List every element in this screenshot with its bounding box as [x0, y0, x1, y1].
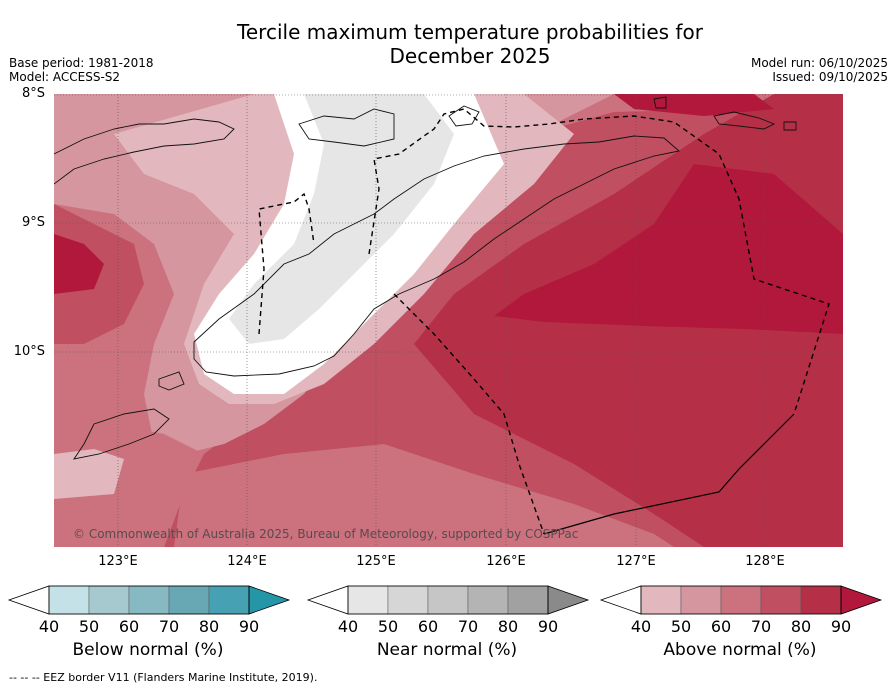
- legend-title-above: Above normal (%): [663, 640, 817, 660]
- rote-coastline: [158, 371, 185, 391]
- base-period: Base period: 1981-2018: [9, 56, 154, 70]
- legend-tick-label: 70: [159, 617, 179, 636]
- zone-grey-core: [229, 94, 454, 344]
- copyright-notice: © Commonwealth of Australia 2025, Bureau…: [73, 527, 579, 541]
- meta-right: Model run: 06/10/2025 Issued: 09/10/2025: [751, 56, 888, 84]
- legend-segment: [507, 585, 549, 615]
- legend-segment: [48, 585, 90, 615]
- legend-segment: [467, 585, 509, 615]
- legend-tick-label: 80: [199, 617, 219, 636]
- eez-border: [258, 108, 830, 535]
- legend-tick-label: 40: [39, 617, 59, 636]
- legend-tick-label: 80: [791, 617, 811, 636]
- lon-label-126e: 126°E: [486, 554, 526, 569]
- lon-label-125e: 125°E: [356, 554, 396, 569]
- legend-outline: [347, 585, 549, 615]
- coastlines: [54, 96, 797, 460]
- zone-ab90-west-blob: [54, 234, 104, 294]
- chart-title: Tercile maximum temperature probabilitie…: [0, 20, 896, 68]
- eez-line-central: [368, 108, 830, 415]
- legend-segment: [760, 585, 802, 615]
- legend-title-near: Near normal (%): [376, 640, 518, 660]
- zone-ab40-southwest: [54, 449, 124, 499]
- eez-solid-south: [543, 413, 795, 535]
- legend-segment: [800, 585, 842, 615]
- legend-segment: [427, 585, 469, 615]
- title-line-2: December 2025: [389, 44, 551, 68]
- legend-segment: [208, 585, 250, 615]
- legend-tick-label: 90: [538, 617, 558, 636]
- lon-label-128e: 128°E: [745, 554, 785, 569]
- probability-map: [54, 94, 843, 547]
- issued-date: Issued: 09/10/2025: [772, 70, 888, 84]
- legend-tick-label: 90: [831, 617, 851, 636]
- legend-tick-label: 50: [671, 617, 691, 636]
- lon-label-127e: 127°E: [616, 554, 656, 569]
- small-island-3: [783, 121, 797, 131]
- meta-left: Base period: 1981-2018 Model: ACCESS-S2: [9, 56, 154, 84]
- small-island-2: [653, 96, 667, 109]
- lon-label-124e: 124°E: [227, 554, 267, 569]
- flores-east-coastline: [54, 118, 235, 185]
- legend-tick-label: 40: [631, 617, 651, 636]
- legend-tick-label: 50: [378, 617, 398, 636]
- legend-tick-label: 50: [79, 617, 99, 636]
- legend-title-below: Below normal (%): [72, 640, 224, 660]
- lat-label-10s: 10°S: [13, 344, 45, 359]
- legend-tick-label: 60: [418, 617, 438, 636]
- semau-coastline: [73, 408, 170, 460]
- legend-tick-label: 60: [711, 617, 731, 636]
- legend-arrow-left: [599, 585, 642, 615]
- timor-coastline: [193, 135, 680, 377]
- legend-segment: [680, 585, 722, 615]
- zone-ab90-east: [494, 164, 843, 334]
- eez-footnote: -- -- -- EEZ border V11 (Flanders Marine…: [9, 671, 318, 684]
- legend-arrow-right: [248, 585, 291, 615]
- legend-arrow-left: [7, 585, 50, 615]
- legend-outline: [48, 585, 250, 615]
- legend-outline: [640, 585, 842, 615]
- legend-segment: [88, 585, 130, 615]
- legend-segment: [128, 585, 170, 615]
- legend-segment: [720, 585, 762, 615]
- model-name: Model: ACCESS-S2: [9, 70, 121, 84]
- legend-segment: [387, 585, 429, 615]
- zone-ab60-southwest: [54, 414, 204, 547]
- map-svg: [54, 94, 843, 547]
- alor-coastline: [298, 108, 395, 147]
- legend-segment: [168, 585, 210, 615]
- zone-ab60-south: [174, 444, 674, 547]
- title-line-1: Tercile maximum temperature probabilitie…: [237, 20, 703, 44]
- lon-label-123e: 123°E: [98, 554, 138, 569]
- legend-arrow-right: [840, 585, 883, 615]
- legend-arrow-left: [306, 585, 349, 615]
- legend-tick-label: 70: [751, 617, 771, 636]
- legend-arrow-right: [547, 585, 590, 615]
- legend-above-normal: 40 50 60 70 80 90: [599, 585, 883, 636]
- model-run: Model run: 06/10/2025: [750, 56, 888, 70]
- legend-tick-label: 80: [498, 617, 518, 636]
- eez-line-west: [258, 192, 315, 335]
- lat-label-9s: 9°S: [21, 215, 45, 230]
- legend-segment: [640, 585, 682, 615]
- legend-tick-label: 60: [119, 617, 139, 636]
- lat-label-8s: 8°S: [21, 86, 45, 101]
- legend-near-normal: 40 50 60 70 80 90: [306, 585, 590, 636]
- legend-below-normal: 40 50 60 70 80 90: [7, 585, 291, 636]
- small-island-1: [713, 111, 776, 130]
- legend-tick-label: 70: [458, 617, 478, 636]
- legend-bars: 40 50 60 70 80 90 40 50 60 70 80 90 40 50 60 70 80 90: [7, 585, 883, 636]
- legend-tick-label: 90: [239, 617, 259, 636]
- legend-tick-label: 40: [338, 617, 358, 636]
- eez-line-south: [393, 293, 545, 535]
- legend-segment: [347, 585, 389, 615]
